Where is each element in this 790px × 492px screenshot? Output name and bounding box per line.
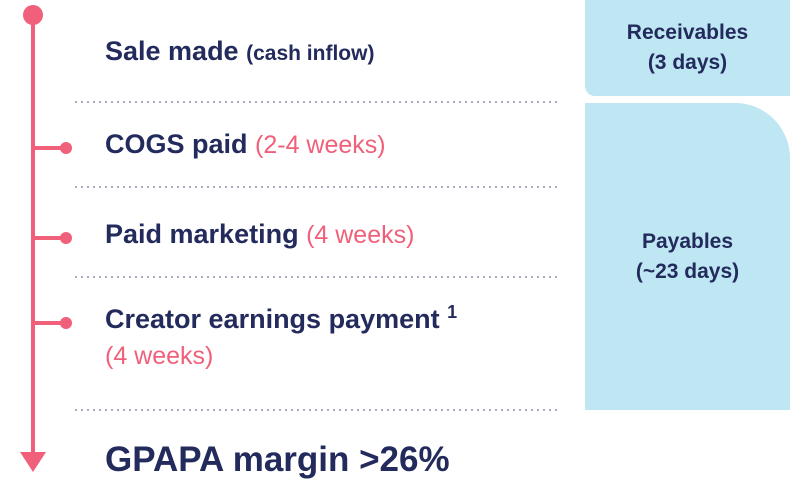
box-label: Payables: [641, 229, 734, 253]
payables-box: Payables (~23 days): [585, 103, 790, 410]
result: GPAPA margin >26%: [105, 440, 450, 479]
step: Creator earnings payment 1: [105, 302, 457, 335]
box-label: Receivables: [626, 21, 749, 44]
receivables-box: Receivables (3 days): [585, 0, 790, 96]
step-label: Paid marketing: [105, 219, 299, 249]
branch-dot: [60, 142, 72, 154]
arrowhead: [20, 452, 46, 472]
step-label: Creator earnings payment: [105, 304, 440, 334]
branch-dot: [60, 317, 72, 329]
step: Paid marketing (4 weeks): [105, 219, 414, 250]
box-detail: (3 days): [647, 51, 728, 74]
step-label: COGS paid: [105, 129, 248, 159]
footnote-mark: 1: [447, 302, 458, 322]
step-note: (4 weeks): [306, 221, 415, 249]
step: Sale made (cash inflow): [105, 36, 374, 67]
step-note: (2-4 weeks): [255, 131, 386, 159]
step-note: (cash inflow): [246, 42, 375, 65]
branch-dot: [60, 232, 72, 244]
step: COGS paid (2-4 weeks): [105, 129, 386, 160]
step-note: (4 weeks): [105, 342, 214, 370]
start-dot: [23, 5, 43, 25]
step-label: Sale made: [105, 36, 239, 66]
box-detail: (~23 days): [635, 259, 740, 283]
